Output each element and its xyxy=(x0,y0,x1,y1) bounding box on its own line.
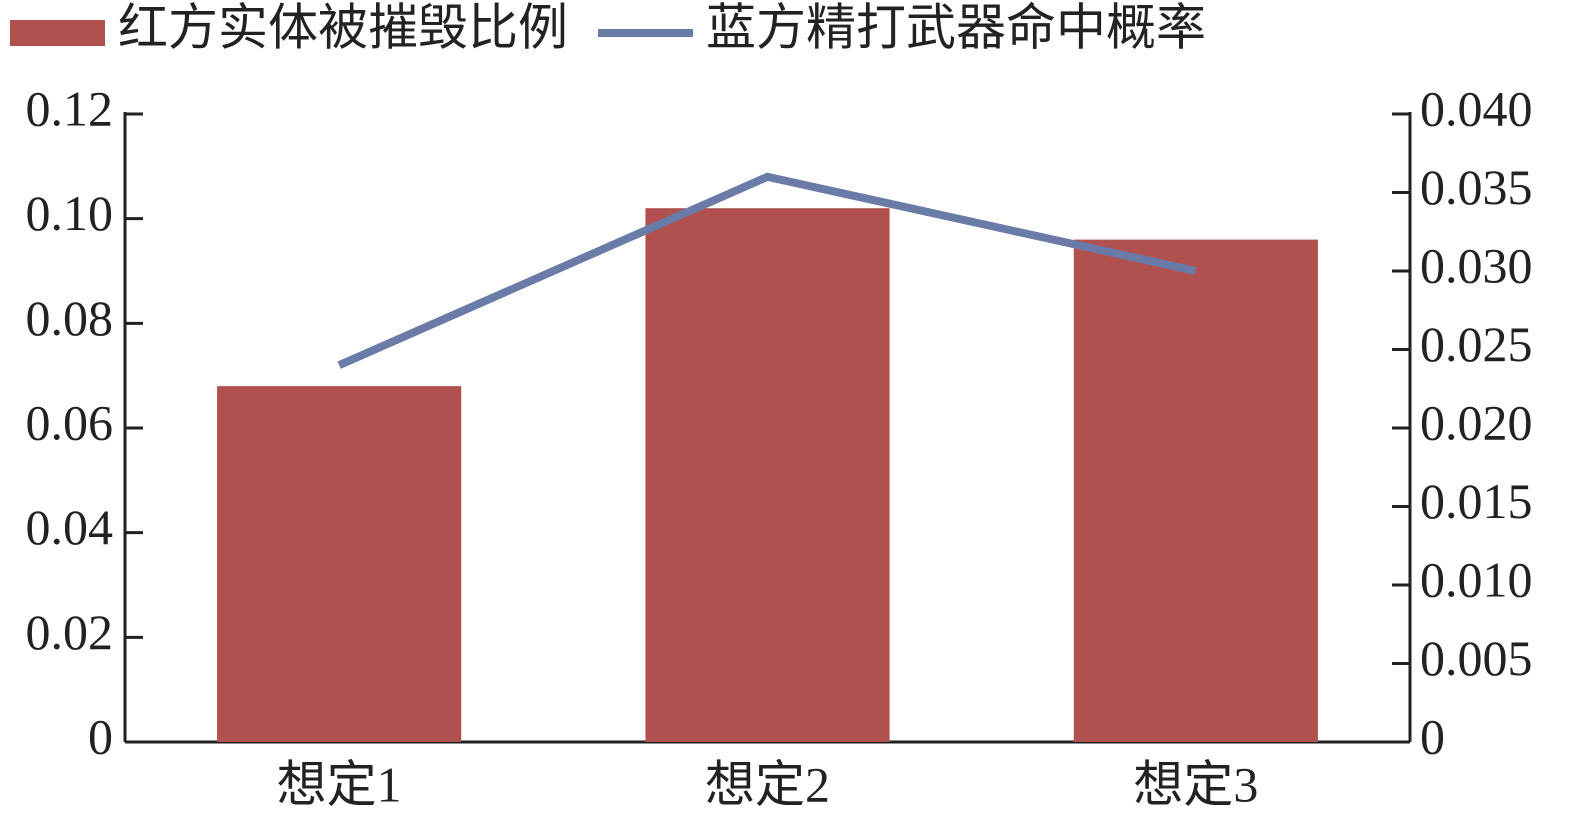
y2-tick-label: 0.040 xyxy=(1420,80,1533,136)
y-tick-label: 0.04 xyxy=(26,499,114,555)
y-tick-label: 0.12 xyxy=(26,80,114,136)
legend-label: 红方实体被摧毁比例 xyxy=(118,0,568,55)
legend-label: 蓝方精打武器命中概率 xyxy=(706,0,1206,55)
y2-tick-label: 0 xyxy=(1420,708,1445,764)
y2-tick-label: 0.005 xyxy=(1420,630,1533,686)
bar xyxy=(645,208,890,742)
bar xyxy=(217,386,462,742)
y2-tick-label: 0.035 xyxy=(1420,159,1533,215)
y-tick-label: 0.02 xyxy=(26,604,114,660)
y-tick-label: 0.06 xyxy=(26,394,114,450)
x-tick-label: 想定3 xyxy=(1133,756,1258,812)
y2-tick-label: 0.025 xyxy=(1420,316,1533,372)
y-tick-label: 0.08 xyxy=(26,290,114,346)
y2-tick-label: 0.010 xyxy=(1420,551,1533,607)
y2-tick-label: 0.030 xyxy=(1420,237,1533,293)
x-tick-label: 想定2 xyxy=(705,756,830,812)
y2-tick-label: 0.020 xyxy=(1420,394,1533,450)
y-tick-label: 0 xyxy=(88,708,113,764)
y-tick-label: 0.10 xyxy=(26,185,114,241)
y2-tick-label: 0.015 xyxy=(1420,473,1533,529)
bar xyxy=(1073,239,1318,742)
x-tick-label: 想定1 xyxy=(277,756,402,812)
line xyxy=(337,172,1197,369)
legend-swatch xyxy=(10,20,105,46)
